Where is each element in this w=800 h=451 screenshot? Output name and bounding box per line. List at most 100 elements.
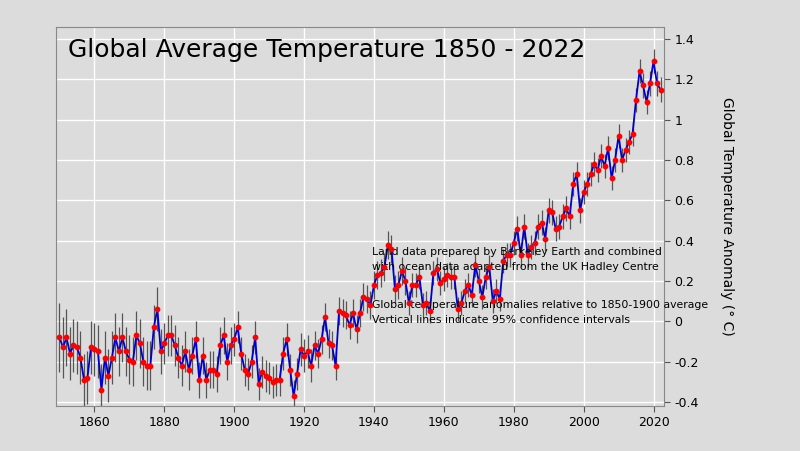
Point bbox=[500, 251, 513, 258]
Point bbox=[588, 161, 601, 168]
Point bbox=[522, 251, 534, 258]
Point bbox=[483, 263, 496, 271]
Point bbox=[70, 344, 83, 351]
Point bbox=[98, 354, 111, 361]
Point bbox=[598, 162, 611, 170]
Point bbox=[141, 362, 154, 369]
Point bbox=[158, 340, 170, 347]
Point bbox=[329, 362, 342, 369]
Point bbox=[367, 281, 380, 289]
Point bbox=[252, 380, 265, 387]
Point bbox=[262, 374, 275, 381]
Point bbox=[622, 138, 635, 146]
Point bbox=[203, 366, 216, 373]
Point bbox=[301, 348, 314, 355]
Point bbox=[438, 276, 450, 283]
Point bbox=[462, 281, 474, 289]
Point bbox=[413, 273, 426, 281]
Point bbox=[566, 181, 579, 188]
Point bbox=[402, 299, 415, 307]
Point bbox=[406, 281, 419, 289]
Point bbox=[385, 245, 398, 252]
Point bbox=[511, 225, 524, 232]
Point bbox=[210, 370, 223, 377]
Point bbox=[350, 326, 363, 333]
Point bbox=[451, 306, 464, 313]
Text: Global Average Temperature 1850 - 2022: Global Average Temperature 1850 - 2022 bbox=[68, 38, 586, 62]
Point bbox=[144, 362, 157, 369]
Point bbox=[546, 209, 558, 216]
Point bbox=[162, 332, 174, 339]
Point bbox=[119, 348, 132, 355]
Point bbox=[644, 80, 657, 87]
Text: Land data prepared by Berkeley Earth and combined
with ocean data adapted from t: Land data prepared by Berkeley Earth and… bbox=[372, 247, 662, 272]
Point bbox=[647, 58, 660, 65]
Point bbox=[228, 336, 241, 343]
Point bbox=[165, 332, 178, 339]
Point bbox=[497, 257, 510, 264]
Point bbox=[374, 269, 387, 276]
Point bbox=[619, 147, 632, 154]
Point bbox=[57, 344, 70, 351]
Point bbox=[535, 219, 548, 226]
Point bbox=[333, 308, 346, 315]
Point bbox=[218, 332, 230, 339]
Point bbox=[346, 309, 359, 317]
Point bbox=[578, 189, 590, 196]
Point bbox=[538, 235, 551, 242]
Point bbox=[186, 352, 198, 359]
Point bbox=[448, 273, 461, 281]
Point bbox=[284, 366, 297, 373]
Point bbox=[560, 205, 573, 212]
Point bbox=[126, 358, 139, 365]
Point bbox=[479, 273, 492, 281]
Point bbox=[336, 309, 349, 317]
Point bbox=[361, 295, 374, 303]
Point bbox=[88, 346, 101, 353]
Point bbox=[259, 372, 272, 379]
Point bbox=[231, 324, 244, 331]
Point bbox=[113, 348, 126, 355]
Point bbox=[434, 279, 446, 286]
Point bbox=[473, 277, 486, 285]
Point bbox=[95, 386, 108, 393]
Point bbox=[154, 348, 167, 355]
Point bbox=[612, 132, 625, 139]
Point bbox=[207, 366, 220, 373]
Point bbox=[392, 281, 405, 289]
Point bbox=[563, 213, 576, 220]
Point bbox=[581, 181, 594, 188]
Point bbox=[322, 340, 335, 347]
Point bbox=[172, 354, 185, 361]
Point bbox=[340, 312, 353, 319]
Point bbox=[633, 68, 646, 75]
Point bbox=[528, 239, 541, 246]
Point bbox=[399, 277, 412, 285]
Point bbox=[532, 223, 545, 230]
Point bbox=[626, 130, 639, 138]
Point bbox=[256, 368, 269, 375]
Point bbox=[616, 156, 629, 164]
Point bbox=[469, 261, 482, 268]
Point bbox=[637, 82, 650, 89]
Point bbox=[238, 366, 251, 373]
Point bbox=[318, 313, 331, 321]
Point bbox=[196, 352, 209, 359]
Point bbox=[249, 334, 262, 341]
Point bbox=[315, 336, 328, 343]
Point bbox=[78, 376, 90, 383]
Point bbox=[130, 332, 142, 339]
Point bbox=[371, 272, 384, 279]
Y-axis label: Global Temperature Anomaly (° C): Global Temperature Anomaly (° C) bbox=[720, 97, 734, 336]
Point bbox=[234, 350, 247, 357]
Point bbox=[420, 299, 433, 307]
Point bbox=[280, 336, 293, 343]
Point bbox=[553, 223, 566, 230]
Point bbox=[486, 298, 499, 305]
Point bbox=[190, 336, 202, 343]
Point bbox=[389, 285, 402, 293]
Point bbox=[654, 86, 667, 93]
Point bbox=[357, 294, 370, 301]
Point bbox=[423, 308, 436, 315]
Point bbox=[364, 302, 377, 309]
